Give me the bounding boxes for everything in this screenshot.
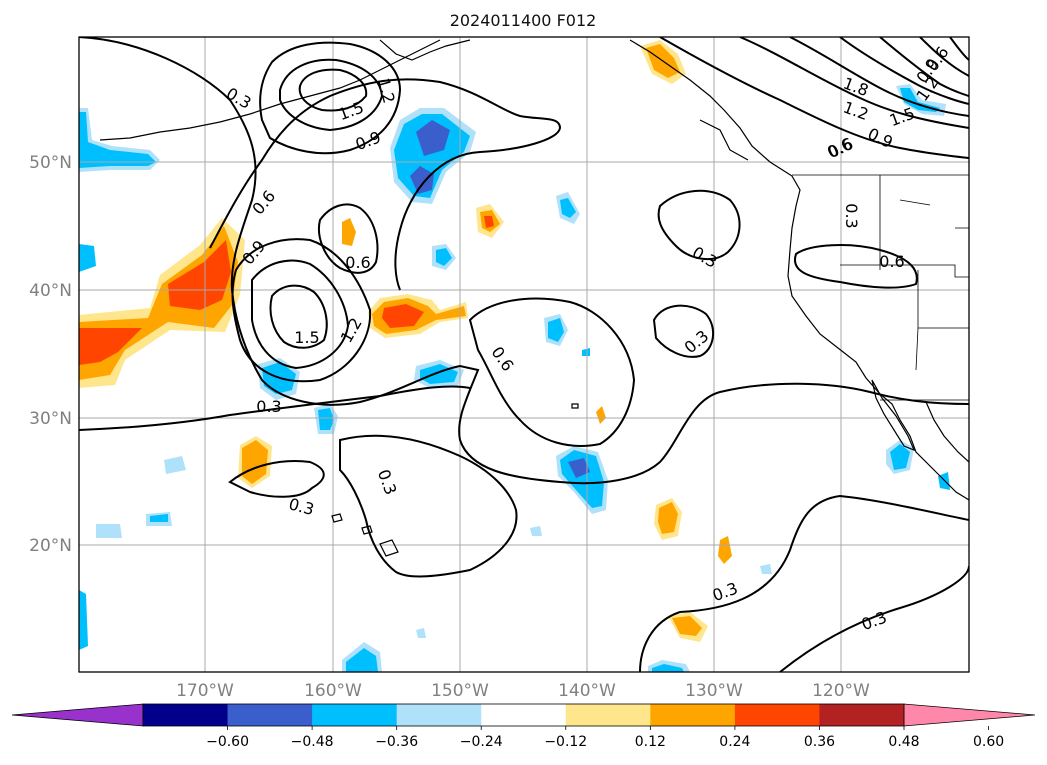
colorbar-tick-label: 0.36: [804, 734, 835, 750]
lat-label-40n: 40°N: [29, 281, 72, 301]
aleutian-chain: [99, 39, 441, 141]
colorbar-tick-label: 0.24: [719, 734, 750, 750]
colorbar-segment: [734, 704, 820, 726]
lat-label-50n: 50°N: [29, 153, 72, 173]
lon-label-170w: 170°W: [176, 681, 234, 701]
colorbar-tick-label: 0.60: [973, 734, 1004, 750]
political-borders: [792, 174, 969, 401]
colorbar-segment: [650, 704, 736, 726]
contour-label: 0.6: [879, 252, 904, 271]
positive-anomaly-shading: [79, 40, 732, 642]
colorbar-frame: [142, 703, 905, 727]
lon-label-160w: 160°W: [304, 681, 362, 701]
lat-label-20n: 20°N: [29, 536, 72, 556]
latitude-labels: 50°N 40°N 30°N 20°N: [29, 153, 72, 556]
map-area: 0.3 0.9 1.5 1.2 0.6 0.9 0.6 1.5 1.2 0.6 …: [79, 37, 969, 672]
contour-label: 0.3: [256, 397, 281, 416]
colorbar-tick-label: 0.12: [635, 734, 666, 750]
north-america-coast: [629, 39, 969, 501]
alaska-coast: [379, 39, 471, 61]
colorbar-extend-high: [903, 703, 1036, 727]
colorbar-segment: [396, 704, 482, 726]
colorbar-segment: [481, 704, 567, 726]
colorbar-tick-label: −0.60: [206, 734, 249, 750]
lon-label-130w: 130°W: [685, 681, 743, 701]
hawaii-oahu: [331, 513, 343, 523]
gulf-of-california-coast: [925, 401, 969, 463]
figure-title: 2024011400 F012: [450, 11, 597, 30]
colorbar-tick-label: 0.48: [888, 734, 919, 750]
colorbar-segment: [565, 704, 651, 726]
coastlines: [99, 39, 969, 557]
hawaii-big-island: [379, 539, 399, 557]
state-borders: [840, 175, 969, 371]
contour-lines: [79, 37, 969, 672]
colorbar-extend-low: [11, 703, 144, 727]
colorbar-segment: [143, 704, 229, 726]
lat-label-30n: 30°N: [29, 409, 72, 429]
colorbar-tick-label: −0.36: [375, 734, 418, 750]
contour-0.6-ridge: [209, 78, 562, 291]
contour-0.9-ring: [231, 238, 372, 383]
colorbar-segment: [819, 704, 905, 726]
contour-0.3-main: [79, 37, 969, 485]
colorbar-tick-label: −0.48: [291, 734, 334, 750]
colorbar: −0.60 −0.48 −0.36 −0.24 −0.12 0.12 0.24 0.36 0.4…: [11, 703, 1036, 750]
contour-0.3-hawaii: [339, 434, 518, 578]
contour-label: 1.5: [294, 328, 319, 347]
lon-label-120w: 120°W: [812, 681, 870, 701]
baja-peninsula: [871, 379, 916, 452]
map-frame: [78, 36, 970, 673]
lon-label-150w: 150°W: [431, 681, 489, 701]
lon-label-140w: 140°W: [558, 681, 616, 701]
colorbar-tick-label: −0.12: [544, 734, 587, 750]
longitude-labels: 170°W 160°W 150°W 140°W 130°W 120°W: [176, 681, 870, 701]
contour-label: 0.3: [842, 203, 861, 228]
colorbar-segment: [227, 704, 313, 726]
contour-label: 0.6: [345, 253, 370, 272]
colorbar-segment: [312, 704, 398, 726]
colorbar-tick-label: −0.24: [460, 734, 503, 750]
gridlines: [79, 37, 969, 672]
